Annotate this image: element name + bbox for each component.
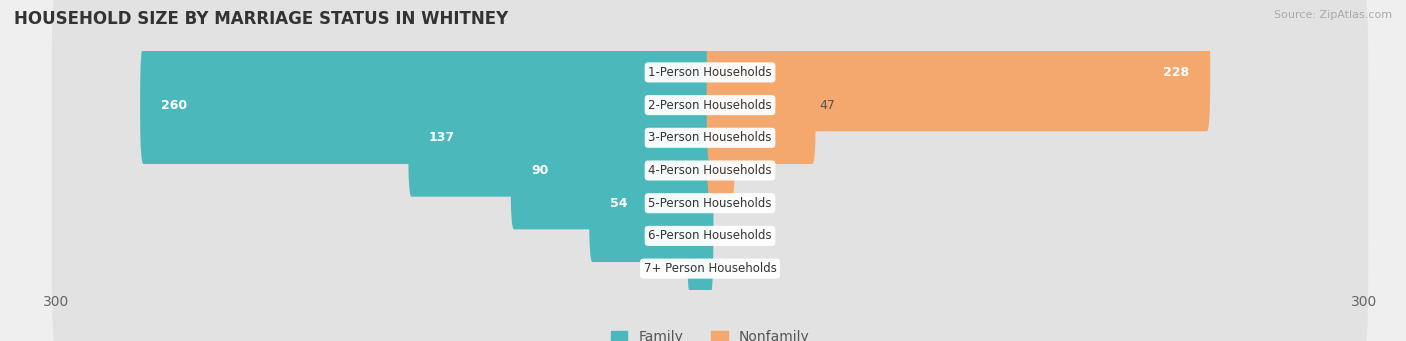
FancyBboxPatch shape	[510, 112, 713, 229]
FancyBboxPatch shape	[141, 46, 713, 164]
Text: 9: 9	[676, 229, 683, 242]
Text: 3-Person Households: 3-Person Households	[648, 131, 772, 144]
Text: 0: 0	[717, 164, 724, 177]
Text: 6-Person Households: 6-Person Households	[648, 229, 772, 242]
Text: 0: 0	[717, 229, 724, 242]
FancyBboxPatch shape	[52, 24, 1368, 186]
Legend: Family, Nonfamily: Family, Nonfamily	[605, 325, 815, 341]
Text: 0: 0	[717, 262, 724, 275]
Text: 0: 0	[696, 262, 703, 275]
FancyBboxPatch shape	[52, 122, 1368, 284]
Text: Source: ZipAtlas.com: Source: ZipAtlas.com	[1274, 10, 1392, 20]
FancyBboxPatch shape	[52, 188, 1368, 341]
FancyBboxPatch shape	[707, 79, 735, 197]
FancyBboxPatch shape	[52, 57, 1368, 219]
Text: 137: 137	[429, 131, 456, 144]
FancyBboxPatch shape	[589, 144, 713, 262]
Text: 47: 47	[818, 99, 835, 112]
Text: 5-Person Households: 5-Person Households	[648, 197, 772, 210]
Text: 260: 260	[160, 99, 187, 112]
Text: 7+ Person Households: 7+ Person Households	[644, 262, 776, 275]
FancyBboxPatch shape	[707, 46, 815, 164]
FancyBboxPatch shape	[52, 155, 1368, 317]
FancyBboxPatch shape	[408, 79, 713, 197]
Text: 1-Person Households: 1-Person Households	[648, 66, 772, 79]
Text: 4-Person Households: 4-Person Households	[648, 164, 772, 177]
Text: 0: 0	[696, 66, 703, 79]
FancyBboxPatch shape	[688, 177, 713, 295]
Text: 54: 54	[610, 197, 627, 210]
Text: 0: 0	[717, 197, 724, 210]
FancyBboxPatch shape	[52, 89, 1368, 252]
Text: 90: 90	[531, 164, 548, 177]
Text: HOUSEHOLD SIZE BY MARRIAGE STATUS IN WHITNEY: HOUSEHOLD SIZE BY MARRIAGE STATUS IN WHI…	[14, 10, 509, 28]
Text: 2-Person Households: 2-Person Households	[648, 99, 772, 112]
Text: 228: 228	[1163, 66, 1189, 79]
FancyBboxPatch shape	[707, 14, 1211, 131]
Text: 10: 10	[738, 131, 754, 144]
FancyBboxPatch shape	[52, 0, 1368, 153]
